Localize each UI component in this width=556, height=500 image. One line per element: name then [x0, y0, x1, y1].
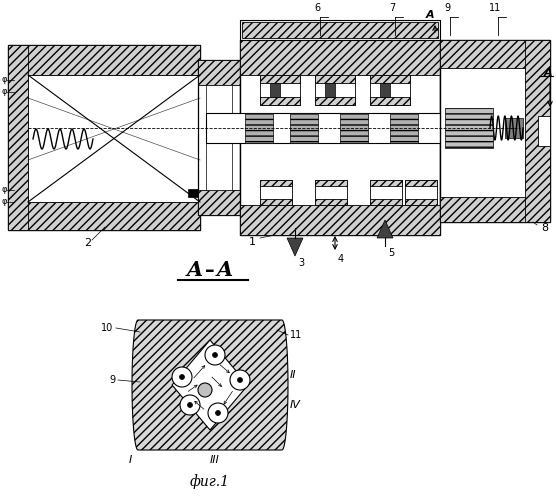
Bar: [315, 75, 355, 83]
Bar: [370, 180, 402, 186]
Circle shape: [198, 383, 212, 397]
Text: 9: 9: [110, 375, 116, 385]
Text: 2: 2: [85, 238, 92, 248]
Bar: [315, 199, 347, 205]
Bar: [198, 190, 240, 215]
Text: –: –: [205, 260, 215, 280]
Text: A: A: [187, 260, 203, 280]
Bar: [270, 83, 280, 97]
Bar: [240, 205, 440, 235]
Bar: [405, 199, 437, 205]
Bar: [325, 83, 335, 97]
Text: 6: 6: [314, 3, 320, 13]
Bar: [370, 75, 410, 83]
Text: φ: φ: [1, 88, 7, 96]
Text: I: I: [128, 455, 132, 465]
Bar: [188, 189, 198, 197]
Text: A: A: [217, 260, 233, 280]
Circle shape: [172, 367, 192, 387]
Bar: [240, 40, 440, 235]
Bar: [198, 60, 240, 85]
Bar: [315, 97, 355, 105]
Bar: [340, 113, 368, 143]
Text: 10: 10: [101, 323, 113, 333]
Bar: [405, 180, 437, 205]
Bar: [440, 40, 550, 222]
Bar: [390, 113, 418, 143]
Bar: [370, 199, 402, 205]
Bar: [198, 60, 240, 215]
Bar: [380, 83, 390, 97]
Text: 4: 4: [338, 254, 344, 264]
Polygon shape: [172, 340, 248, 430]
Bar: [370, 75, 410, 105]
Bar: [370, 180, 402, 205]
Bar: [370, 97, 410, 105]
Bar: [525, 40, 550, 222]
Bar: [440, 197, 550, 222]
Bar: [538, 116, 550, 146]
Text: III: III: [210, 455, 220, 465]
Polygon shape: [377, 220, 393, 238]
Bar: [260, 180, 292, 186]
Circle shape: [212, 352, 217, 358]
Circle shape: [237, 378, 242, 382]
Bar: [445, 108, 493, 148]
Bar: [8, 202, 200, 230]
Text: 7: 7: [389, 3, 395, 13]
Text: 5: 5: [388, 248, 394, 258]
Bar: [260, 199, 292, 205]
Circle shape: [205, 345, 225, 365]
Circle shape: [180, 395, 200, 415]
Bar: [260, 97, 300, 105]
Bar: [240, 20, 440, 40]
Polygon shape: [132, 320, 288, 450]
Bar: [260, 180, 292, 205]
Bar: [242, 22, 438, 38]
Circle shape: [208, 403, 228, 423]
Circle shape: [230, 370, 250, 390]
Bar: [505, 118, 523, 138]
Bar: [315, 75, 355, 105]
Bar: [440, 40, 550, 68]
Text: φ: φ: [1, 198, 7, 206]
Bar: [206, 113, 520, 143]
Text: фиг.1: фиг.1: [190, 474, 230, 490]
Bar: [8, 45, 200, 230]
Text: 11: 11: [489, 3, 501, 13]
Text: 3: 3: [298, 258, 304, 268]
Text: II: II: [290, 370, 296, 380]
Text: 9: 9: [444, 3, 450, 13]
Text: φ: φ: [1, 76, 7, 84]
Circle shape: [216, 410, 221, 416]
Text: φ: φ: [1, 186, 7, 194]
Bar: [28, 75, 200, 202]
Bar: [206, 85, 232, 190]
Bar: [315, 180, 347, 205]
Bar: [260, 75, 300, 105]
Bar: [315, 180, 347, 186]
Text: 1: 1: [249, 237, 256, 247]
Bar: [405, 180, 437, 186]
Text: IV: IV: [290, 400, 301, 410]
Text: A: A: [426, 10, 434, 20]
Bar: [290, 113, 318, 143]
Text: 11: 11: [290, 330, 302, 340]
Bar: [240, 40, 440, 75]
Circle shape: [187, 402, 192, 407]
Polygon shape: [287, 238, 303, 256]
Bar: [8, 45, 28, 230]
Bar: [8, 45, 200, 75]
Text: 8: 8: [541, 223, 548, 233]
Bar: [240, 20, 440, 40]
Circle shape: [180, 374, 185, 380]
Text: A: A: [544, 68, 552, 78]
Bar: [245, 113, 273, 143]
Bar: [260, 75, 300, 83]
